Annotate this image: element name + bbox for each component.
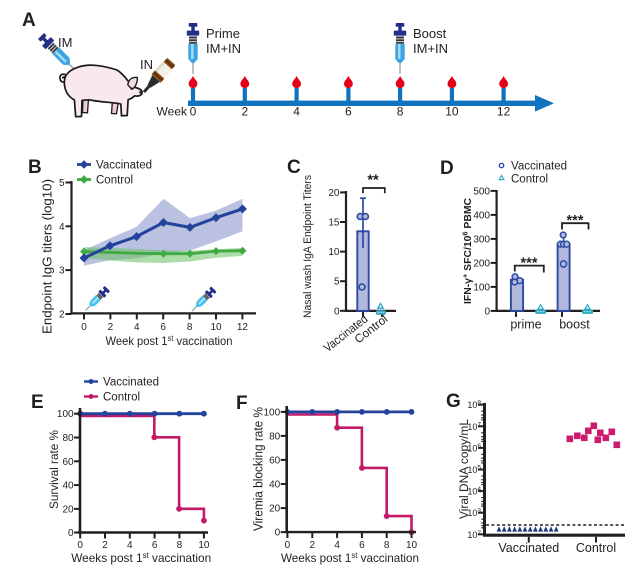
svg-text:4: 4	[59, 222, 65, 233]
svg-text:4: 4	[293, 105, 300, 119]
svg-text:IM+IN: IM+IN	[206, 41, 241, 56]
svg-text:200: 200	[473, 258, 490, 269]
svg-text:4: 4	[134, 322, 140, 333]
svg-text:**: **	[367, 173, 379, 189]
svg-text:2: 2	[310, 540, 316, 551]
svg-text:IFN-γ+ SFC/106 PBMC: IFN-γ+ SFC/106 PBMC	[461, 198, 475, 304]
svg-text:8: 8	[177, 540, 183, 551]
svg-text:10: 10	[198, 540, 210, 551]
svg-text:A: A	[22, 10, 36, 31]
svg-text:102: 102	[467, 529, 481, 540]
svg-text:prime: prime	[510, 318, 541, 332]
svg-text:***: ***	[567, 213, 584, 229]
svg-text:3: 3	[59, 266, 65, 277]
svg-text:2: 2	[59, 310, 65, 321]
svg-text:60: 60	[62, 457, 74, 468]
svg-text:D: D	[440, 158, 454, 179]
svg-text:Control: Control	[103, 392, 140, 404]
svg-text:E: E	[31, 392, 44, 413]
svg-text:4: 4	[127, 540, 133, 551]
svg-text:Vaccinated: Vaccinated	[498, 541, 559, 555]
svg-text:5: 5	[334, 277, 340, 288]
svg-text:0: 0	[484, 306, 490, 317]
svg-text:Control: Control	[511, 174, 548, 186]
svg-text:B: B	[28, 157, 42, 178]
svg-text:Week: Week	[157, 105, 188, 119]
svg-text:107: 107	[467, 421, 481, 432]
svg-text:0: 0	[275, 528, 281, 539]
svg-text:500: 500	[473, 186, 490, 197]
svg-text:10: 10	[328, 247, 340, 258]
svg-text:12: 12	[237, 322, 249, 333]
svg-text:100: 100	[264, 407, 281, 418]
svg-text:Viral DNA copy/mL: Viral DNA copy/mL	[459, 418, 471, 519]
svg-text:Control: Control	[576, 541, 616, 555]
svg-text:Vaccinated: Vaccinated	[96, 160, 152, 172]
svg-text:106: 106	[467, 443, 481, 454]
svg-text:100: 100	[57, 409, 74, 420]
svg-text:boost: boost	[559, 318, 590, 332]
svg-text:5: 5	[59, 178, 65, 189]
svg-text:IN: IN	[140, 57, 153, 72]
svg-text:80: 80	[269, 431, 281, 442]
svg-text:40: 40	[269, 480, 281, 491]
svg-text:Control: Control	[96, 175, 133, 187]
svg-text:104: 104	[467, 486, 481, 497]
svg-text:Prime: Prime	[206, 26, 240, 41]
svg-text:10: 10	[406, 540, 418, 551]
svg-text:6: 6	[152, 540, 158, 551]
svg-text:8: 8	[384, 540, 390, 551]
svg-text:103: 103	[467, 508, 481, 519]
svg-text:Endpoint IgG titers (log10): Endpoint IgG titers (log10)	[41, 179, 55, 334]
svg-text:Boost: Boost	[413, 26, 447, 41]
svg-text:2: 2	[102, 540, 108, 551]
svg-text:108: 108	[467, 400, 481, 411]
svg-text:0: 0	[77, 540, 83, 551]
svg-text:300: 300	[473, 234, 490, 245]
svg-text:F: F	[236, 393, 248, 414]
svg-text:Viremia blocking rate %: Viremia blocking rate %	[252, 407, 266, 531]
svg-text:40: 40	[62, 481, 74, 492]
svg-text:0: 0	[68, 528, 74, 539]
svg-text:10: 10	[210, 322, 222, 333]
svg-text:0: 0	[285, 540, 291, 551]
svg-text:80: 80	[62, 433, 74, 444]
svg-text:***: ***	[521, 256, 538, 272]
svg-text:6: 6	[345, 105, 352, 119]
svg-text:0: 0	[81, 322, 87, 333]
svg-text:105: 105	[467, 465, 481, 476]
svg-text:60: 60	[269, 455, 281, 466]
svg-text:6: 6	[160, 322, 166, 333]
svg-text:Vaccinated: Vaccinated	[511, 161, 567, 173]
svg-text:Nasal wash IgA Endpoint Titers: Nasal wash IgA Endpoint Titers	[302, 175, 314, 318]
svg-text:10: 10	[445, 105, 459, 119]
svg-text:12: 12	[497, 105, 511, 119]
svg-text:2: 2	[241, 105, 248, 119]
svg-text:C: C	[287, 157, 301, 178]
svg-text:20: 20	[269, 504, 281, 515]
svg-text:Survival rate %: Survival rate %	[47, 430, 61, 509]
svg-text:8: 8	[397, 105, 404, 119]
svg-text:Vaccinated: Vaccinated	[103, 377, 159, 389]
svg-text:0: 0	[334, 306, 340, 317]
svg-text:4: 4	[334, 540, 340, 551]
svg-text:100: 100	[473, 282, 490, 293]
svg-text:400: 400	[473, 210, 490, 221]
svg-text:15: 15	[328, 218, 340, 229]
svg-text:Weeks post 1st vaccination: Weeks post 1st vaccination	[281, 551, 419, 565]
svg-text:IM+IN: IM+IN	[413, 41, 448, 56]
svg-text:0: 0	[190, 105, 197, 119]
svg-text:IM: IM	[58, 35, 72, 50]
svg-text:8: 8	[187, 322, 193, 333]
svg-text:2: 2	[108, 322, 114, 333]
svg-text:6: 6	[359, 540, 365, 551]
svg-text:20: 20	[62, 504, 74, 515]
svg-text:20: 20	[328, 188, 340, 199]
svg-text:Weeks post 1st vaccination: Weeks post 1st vaccination	[71, 551, 211, 565]
svg-text:G: G	[446, 391, 461, 412]
svg-text:Week post 1st vaccination: Week post 1st vaccination	[106, 334, 233, 348]
